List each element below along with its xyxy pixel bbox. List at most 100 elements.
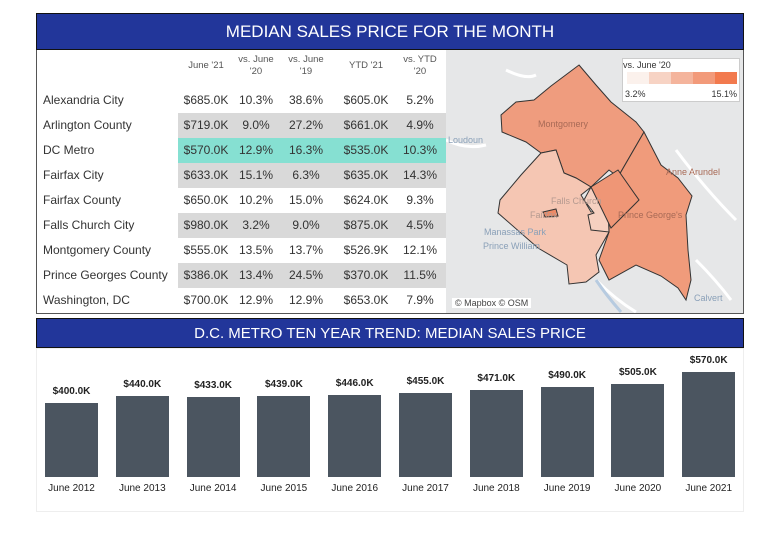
table-cell: 4.9%: [406, 118, 434, 132]
column-header-line: vs. June: [238, 54, 274, 65]
median-price-table: June '21 vs. June '20 vs. June '19 YTD '21 vs.…: [36, 50, 447, 314]
column-header: vs. June '19: [280, 54, 332, 78]
bar-data-label: $440.0K: [123, 379, 162, 391]
table-cell: 15.0%: [288, 193, 324, 207]
table-cell: 4.5%: [406, 218, 434, 232]
row-name: Alexandria City: [43, 93, 124, 107]
table-cell: $875.0K: [343, 218, 389, 232]
map-legend: vs. June '20 3.2% 15.1%: [622, 58, 740, 102]
table-cell: $719.0K: [183, 118, 229, 132]
table-cell: $700.0K: [183, 293, 229, 307]
table-cell: $650.0K: [183, 193, 229, 207]
legend-title: vs. June '20: [623, 60, 671, 70]
row-name: Fairfax County: [43, 193, 122, 207]
table-cell: 10.2%: [238, 193, 274, 207]
table-row[interactable]: Alexandria City $685.0K 10.3% 38.6% $605.0K 5…: [37, 88, 447, 113]
bar[interactable]: [257, 396, 311, 477]
map-label-prince-william: Prince William: [483, 241, 541, 251]
table-cell: $386.0K: [183, 268, 229, 282]
map-label-fairfax: Fairfax: [530, 210, 558, 220]
table-cell: 5.2%: [406, 93, 434, 107]
row-name: Washington, DC: [43, 293, 130, 307]
legend-swatch: [693, 72, 715, 84]
bar[interactable]: [399, 393, 452, 477]
row-shading: [178, 163, 447, 188]
table-row[interactable]: Fairfax City $633.0K 15.1% 6.3% $635.0K 14.3%: [37, 163, 447, 188]
table-row[interactable]: Prince Georges County $386.0K 13.4% 24.5% $3…: [37, 263, 447, 288]
table-cell: $633.0K: [183, 168, 229, 182]
bar[interactable]: [186, 397, 240, 477]
table-cell: 15.1%: [238, 168, 274, 182]
bar[interactable]: [611, 384, 665, 477]
x-tick-label: June 2014: [189, 483, 237, 494]
table-cell: 24.5%: [288, 268, 324, 282]
bar-data-label: $490.0K: [548, 369, 586, 381]
table-cell: $685.0K: [183, 93, 229, 107]
choropleth-map[interactable]: Montgomery Loudoun Anne Arundel Falls Ch…: [446, 50, 744, 314]
bar[interactable]: [328, 394, 382, 477]
table-cell: 13.4%: [238, 268, 274, 282]
bar[interactable]: [115, 396, 169, 477]
row-name: DC Metro: [43, 143, 95, 157]
bar[interactable]: [682, 372, 736, 477]
table-cell: 12.1%: [402, 243, 438, 257]
table-cell: 11.5%: [403, 268, 437, 282]
bar[interactable]: [45, 403, 98, 477]
table-cell: 14.3%: [402, 168, 438, 182]
x-tick-label: June 2013: [118, 483, 166, 494]
x-tick-label: June 2020: [614, 483, 662, 494]
table-row[interactable]: Washington, DC $700.0K 12.9% 12.9% $653.0K 7.…: [37, 288, 447, 313]
map-label-anne-arundel: Anne Arundel: [666, 167, 721, 177]
month-title-banner: MEDIAN SALES PRICE FOR THE MONTH: [36, 13, 744, 50]
row-shading: [178, 263, 447, 288]
trend-title-banner: D.C. METRO TEN YEAR TREND: MEDIAN SALES …: [36, 318, 744, 348]
row-shading: [178, 138, 447, 163]
row-name: Falls Church City: [43, 218, 135, 232]
row-shading: [178, 113, 447, 138]
table-cell: 12.9%: [238, 143, 274, 157]
table-cell: 10.3%: [402, 143, 438, 157]
x-tick-label: June 2016: [331, 483, 379, 494]
map-attribution[interactable]: © Mapbox © OSM: [452, 298, 532, 308]
region-fairfax-city: [542, 208, 559, 218]
table-cell: $555.0K: [183, 243, 229, 257]
row-shading: [178, 213, 447, 238]
table-cell: 6.3%: [292, 168, 320, 182]
map-label-manassas-park: Manassas Park: [484, 227, 547, 237]
table-row[interactable]: Arlington County $719.0K 9.0% 27.2% $661.0K 4…: [37, 113, 447, 138]
table-cell: 13.7%: [288, 243, 324, 257]
map-label-falls-church: Falls Church: [551, 196, 602, 206]
table-cell: 7.9%: [406, 293, 434, 307]
bar-data-label: $439.0K: [264, 379, 303, 391]
table-cell: 12.9%: [288, 293, 324, 307]
table-row[interactable]: Montgomery County $555.0K 13.5% 13.7% $526.9…: [37, 238, 447, 263]
table-cell: 9.3%: [406, 193, 434, 207]
table-cell: $635.0K: [343, 168, 389, 182]
table-cell: $370.0K: [343, 268, 389, 282]
table-cell: 9.0%: [242, 118, 270, 132]
table-row[interactable]: DC Metro $570.0K 12.9% 16.3% $535.0K 10.3%: [37, 138, 447, 163]
column-header: vs. June '20: [232, 54, 280, 78]
column-header: YTD '21: [336, 60, 396, 72]
legend-swatch: [627, 72, 649, 84]
bar-data-label: $505.0K: [618, 367, 657, 379]
column-header: June '21: [176, 60, 236, 72]
map-label-montgomery: Montgomery: [538, 119, 589, 129]
table-cell: $980.0K: [183, 218, 229, 232]
table-row[interactable]: Fairfax County $650.0K 10.2% 15.0% $624.0K 9.…: [37, 188, 447, 213]
table-row[interactable]: Falls Church City $980.0K 3.2% 9.0% $875.0K 4…: [37, 213, 447, 238]
table-cell: $570.0K: [183, 143, 229, 157]
table-cell: 38.6%: [288, 93, 324, 107]
bar-data-label: $446.0K: [335, 377, 374, 389]
table-cell: $526.9K: [343, 243, 389, 257]
ten-year-trend-chart: $400.0K June 2012 $440.0K June 2013 $433.0K J…: [36, 348, 744, 512]
column-header: vs. YTD '20: [398, 54, 442, 78]
column-header-line: '19: [299, 66, 313, 77]
bar-data-label: $400.0K: [52, 386, 91, 398]
column-header-line: June '21: [188, 60, 224, 71]
map-label-loudoun: Loudoun: [448, 135, 484, 145]
bar[interactable]: [540, 386, 594, 477]
table-cell: 12.9%: [238, 293, 274, 307]
bar[interactable]: [469, 390, 523, 477]
column-header-line: vs. June: [288, 54, 324, 65]
